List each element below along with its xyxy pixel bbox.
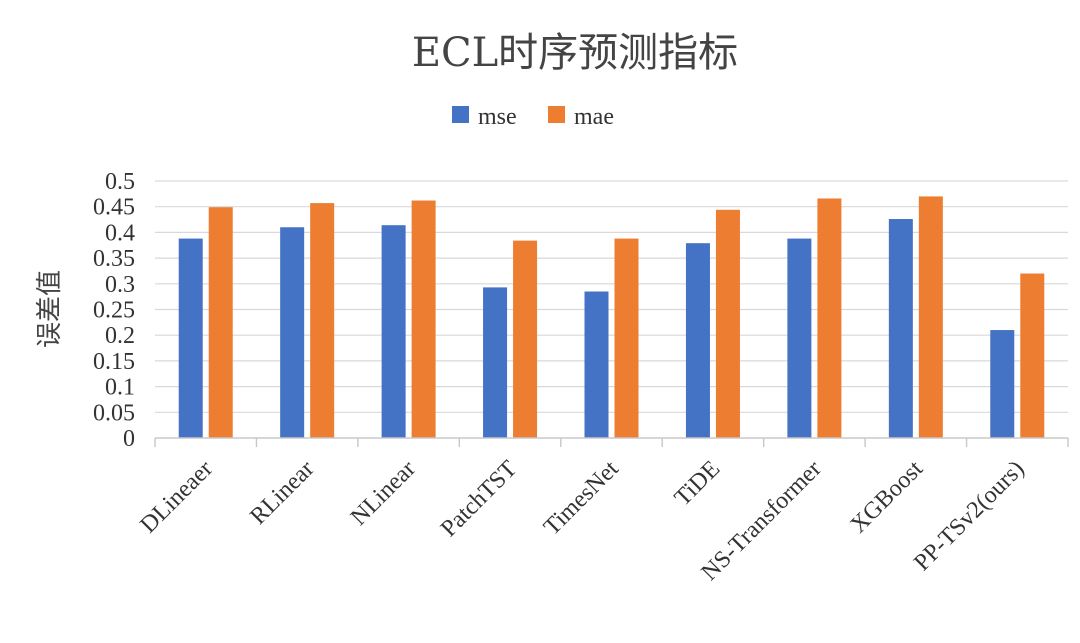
bar-mae-PatchTST xyxy=(513,240,538,438)
bar-mae-TimesNet xyxy=(614,238,639,438)
x-tick-label: NLinear xyxy=(346,456,421,531)
x-tick-label: TimesNet xyxy=(539,456,624,541)
y-tick-label: 0.5 xyxy=(105,169,135,195)
y-axis-ticks: 00.050.10.150.20.250.30.350.40.450.5 xyxy=(93,169,135,452)
bar-mse-PP-TSv2(ours) xyxy=(990,330,1015,438)
y-tick-label: 0.15 xyxy=(93,349,135,375)
y-tick-label: 0 xyxy=(123,426,135,452)
x-tick-label: PatchTST xyxy=(436,456,522,542)
bar-mse-NLinear xyxy=(381,225,406,438)
x-tick-label: XGBoost xyxy=(846,456,929,539)
legend-swatch-mse xyxy=(452,106,469,123)
legend-label-mae: mae xyxy=(574,104,614,130)
bar-mse-TiDE xyxy=(685,243,710,438)
legend-label-mse: mse xyxy=(478,104,517,130)
bar-mse-RLinear xyxy=(280,227,305,438)
bar-mse-XGBoost xyxy=(888,219,913,438)
bar-mae-NS-Transformer xyxy=(817,198,842,438)
x-tick-label: TiDE xyxy=(670,456,725,511)
bar-mse-PatchTST xyxy=(483,287,508,438)
y-tick-label: 0.25 xyxy=(93,298,135,324)
y-tick-label: 0.4 xyxy=(105,220,135,246)
bar-mse-NS-Transformer xyxy=(787,238,812,438)
y-tick-label: 0.35 xyxy=(93,246,135,272)
bar-mae-PP-TSv2(ours) xyxy=(1020,273,1045,438)
bar-mae-XGBoost xyxy=(918,196,943,438)
bar-mse-TimesNet xyxy=(584,291,609,438)
legend: mse mae xyxy=(452,104,614,130)
bar-mae-NLinear xyxy=(411,200,436,438)
bar-mse-DLineaer xyxy=(178,238,203,438)
y-tick-label: 0.2 xyxy=(105,323,135,349)
y-tick-label: 0.45 xyxy=(93,195,135,221)
gridlines xyxy=(155,180,1068,413)
y-tick-label: 0.1 xyxy=(105,375,135,401)
bars xyxy=(178,196,1045,438)
bar-mae-RLinear xyxy=(310,203,335,438)
y-tick-label: 0.05 xyxy=(93,400,135,426)
y-tick-label: 0.3 xyxy=(105,272,135,298)
bar-mae-DLineaer xyxy=(208,207,233,438)
y-axis-label: 误差值 xyxy=(35,270,65,348)
x-tick-label: DLineaer xyxy=(136,456,218,538)
chart-title: ECL时序预测指标 xyxy=(412,30,738,76)
bar-mae-TiDE xyxy=(715,209,740,438)
x-axis-ticks: DLineaer RLinear NLinear PatchTST TimesNet Ti… xyxy=(136,438,1069,586)
legend-swatch-mae xyxy=(548,106,565,123)
x-tick-label: RLinear xyxy=(245,456,319,530)
